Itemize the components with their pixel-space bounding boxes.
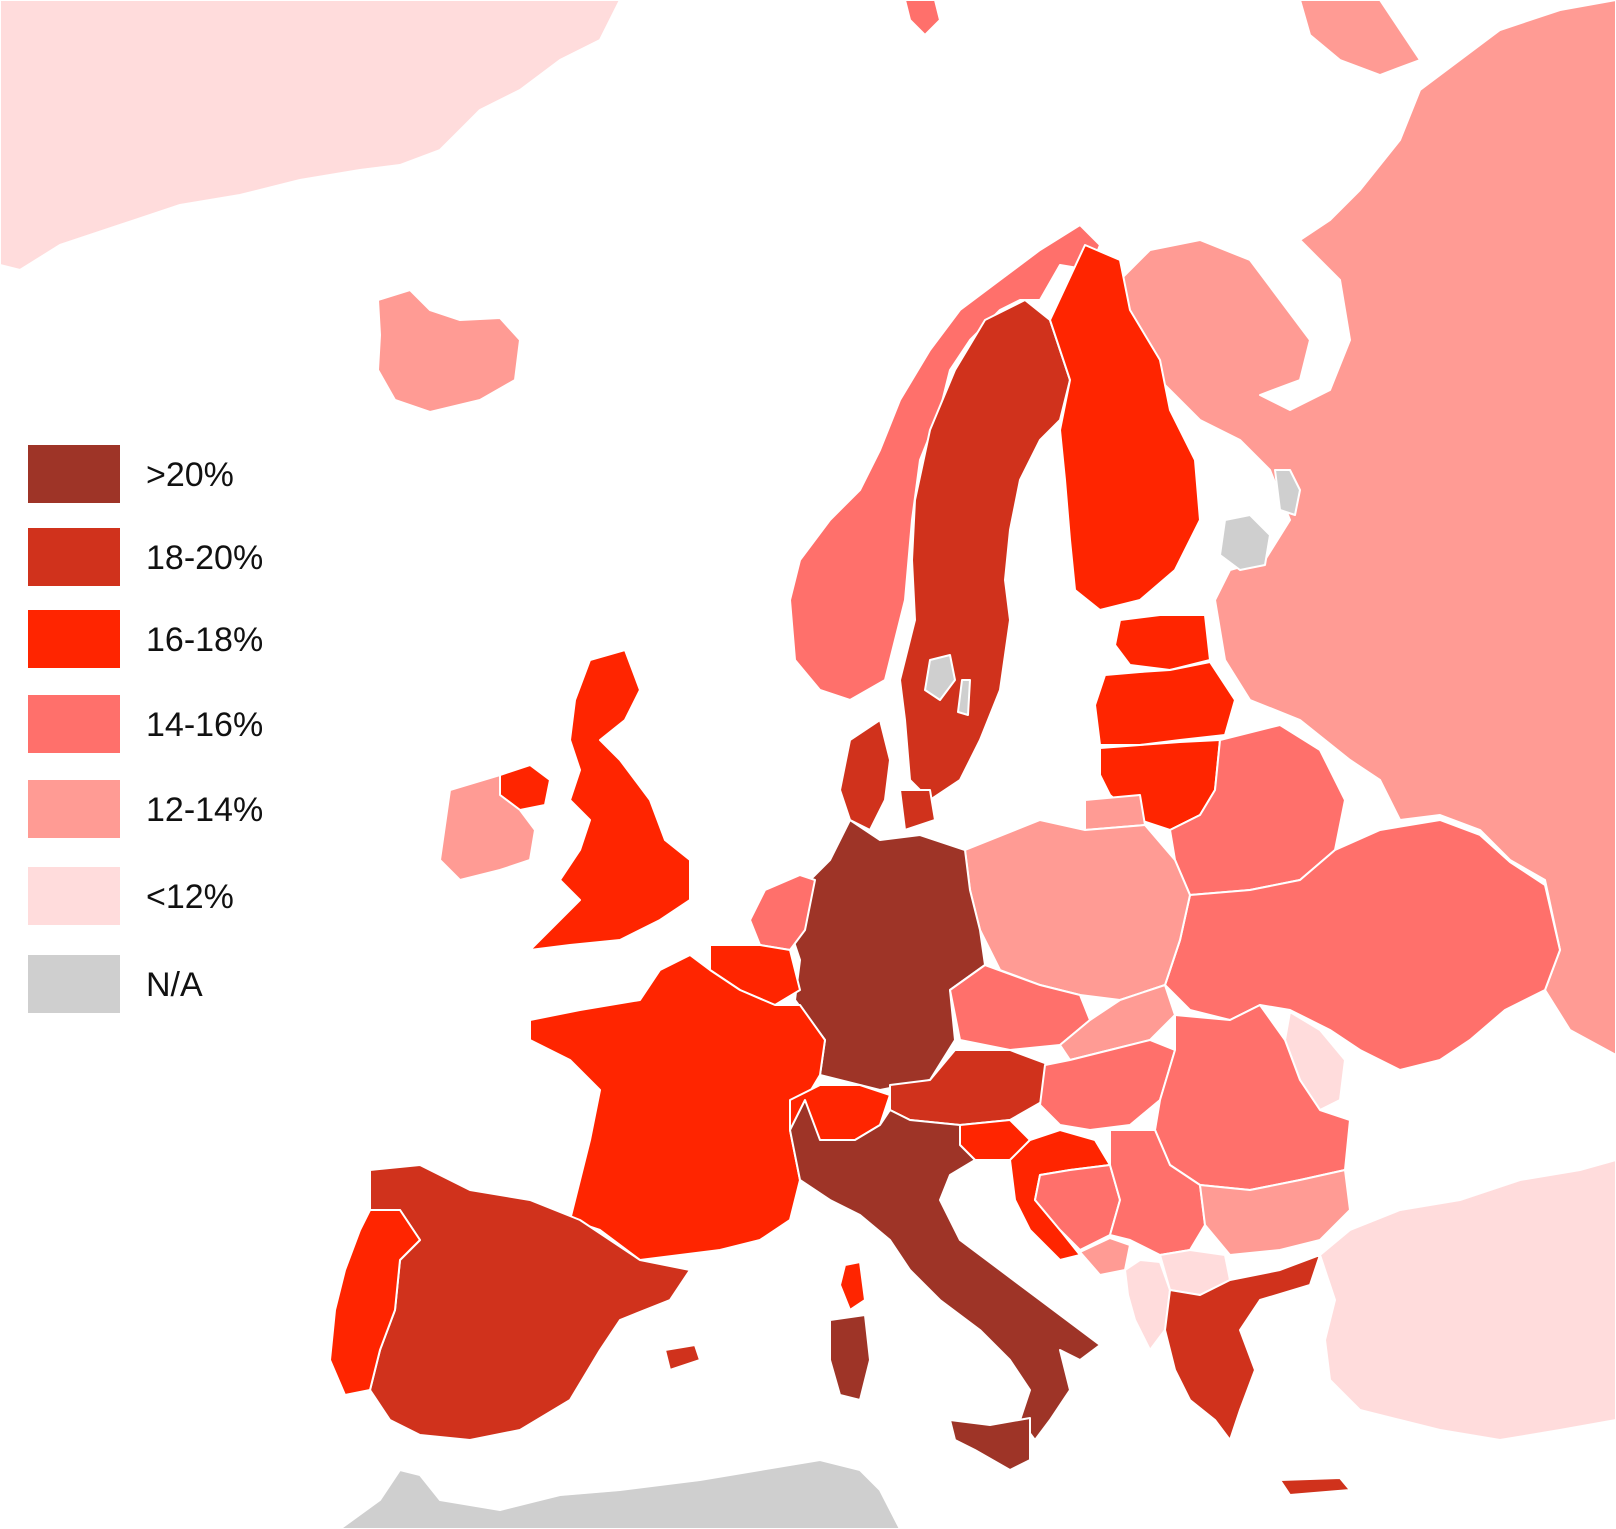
legend-label: 12-14% xyxy=(146,791,264,829)
region-greece xyxy=(1164,1254,1321,1441)
region-corsica xyxy=(839,1261,866,1311)
region-norway xyxy=(789,224,1101,701)
region-svalbard xyxy=(904,0,941,36)
region-na-ladoga xyxy=(1219,514,1271,571)
legend-item: 16-18% xyxy=(28,610,288,670)
region-na-vattern xyxy=(957,679,971,716)
legend-label: >20% xyxy=(146,456,234,494)
region-finland xyxy=(1049,244,1201,611)
region-novaya-zemlya xyxy=(1299,0,1421,76)
region-sardinia xyxy=(829,1314,871,1401)
legend-swatch xyxy=(28,445,120,503)
legend-swatch xyxy=(28,867,120,925)
region-latvia xyxy=(1094,661,1236,746)
region-crete xyxy=(1279,1477,1351,1496)
legend-item: <12% xyxy=(28,867,288,927)
region-turkey xyxy=(1319,1159,1616,1441)
region-netherlands xyxy=(749,874,816,951)
legend-item: N/A xyxy=(28,955,288,1015)
region-estonia xyxy=(1114,614,1211,671)
legend-item: >20% xyxy=(28,445,288,505)
region-albania xyxy=(1124,1259,1171,1351)
legend-item: 12-14% xyxy=(28,780,288,840)
legend-label: N/A xyxy=(146,966,203,1004)
region-bulgaria xyxy=(1199,1169,1351,1256)
legend-label: <12% xyxy=(146,878,234,916)
legend-swatch xyxy=(28,780,120,838)
legend-item: 14-16% xyxy=(28,695,288,755)
legend-swatch xyxy=(28,610,120,668)
region-denmark xyxy=(839,719,891,831)
region-iceland xyxy=(377,289,521,413)
legend-swatch xyxy=(28,695,120,753)
region-hungary xyxy=(1039,1039,1176,1131)
legend-swatch xyxy=(28,955,120,1013)
region-italy xyxy=(789,1099,1101,1441)
region-north-africa xyxy=(339,1459,901,1529)
region-ireland xyxy=(439,774,536,881)
region-greenland xyxy=(0,0,621,271)
region-na-onega xyxy=(1274,469,1301,516)
legend-label: 16-18% xyxy=(146,621,264,659)
region-great-britain xyxy=(529,649,691,951)
legend-swatch xyxy=(28,528,120,586)
region-sicily xyxy=(949,1417,1031,1471)
region-balearics xyxy=(664,1344,701,1371)
legend-item: 18-20% xyxy=(28,528,288,588)
region-france xyxy=(529,954,826,1261)
region-denmark-islands xyxy=(899,789,936,831)
region-ukraine xyxy=(1164,819,1561,1071)
region-portugal xyxy=(329,1209,421,1396)
legend-label: 18-20% xyxy=(146,539,264,577)
region-na-vanern xyxy=(924,654,956,701)
legend-label: 14-16% xyxy=(146,706,264,744)
region-montenegro xyxy=(1079,1237,1131,1276)
